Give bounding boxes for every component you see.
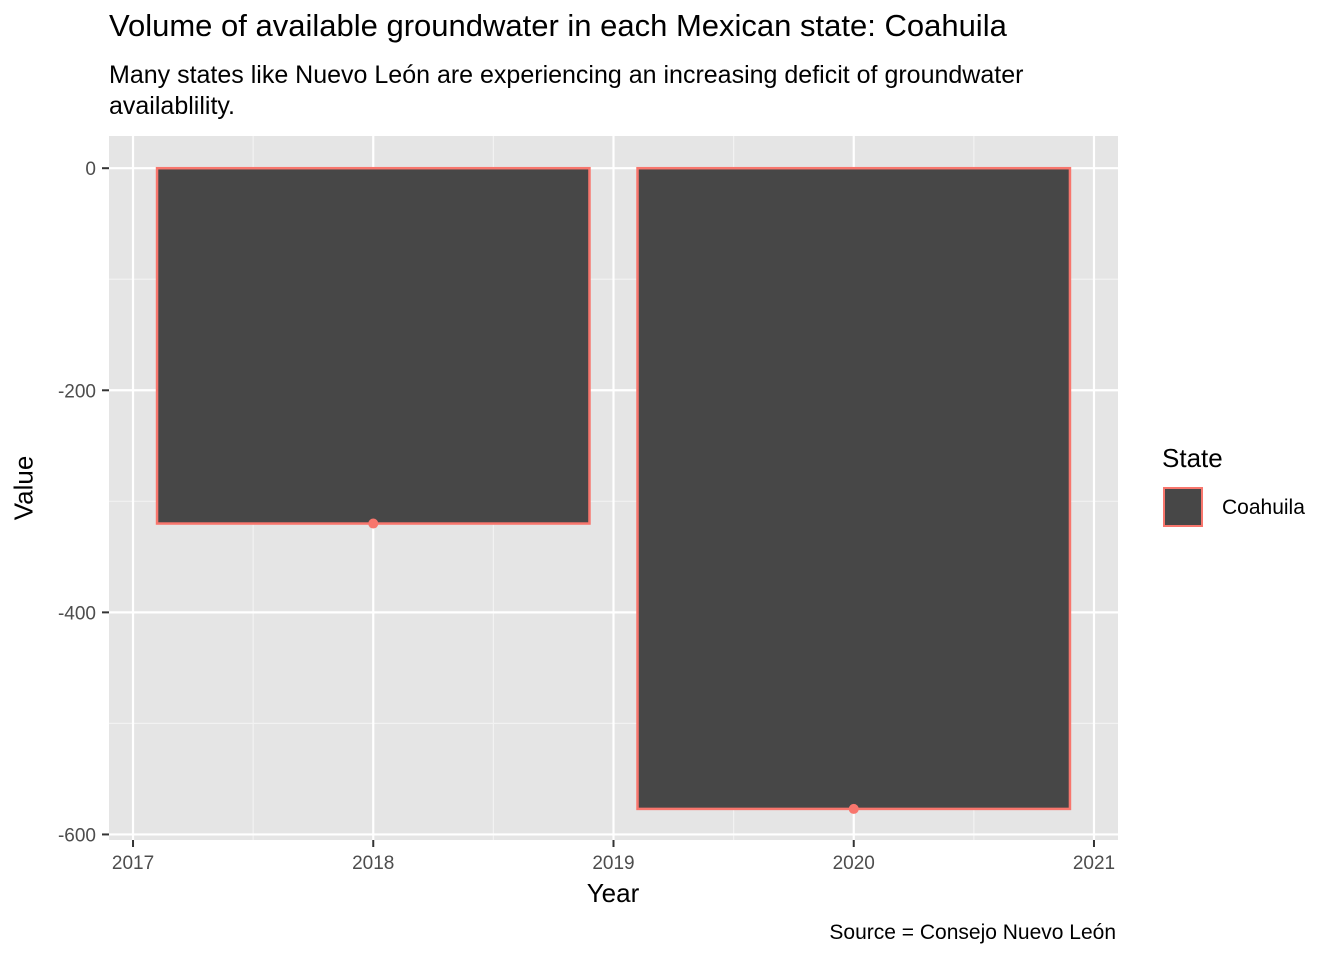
points-layer: [368, 518, 859, 814]
x-tick-label: 2019: [592, 853, 634, 874]
bar-2020: [636, 166, 1072, 811]
x-axis-label: Year: [586, 878, 640, 908]
legend-title: State: [1162, 443, 1223, 473]
y-tick-label: -600: [58, 825, 96, 846]
bars-layer: [155, 166, 1072, 811]
chart-caption: Source = Consejo Nuevo León: [829, 921, 1116, 944]
y-tick-label: -400: [58, 603, 96, 624]
axis-ticks: [102, 167, 1095, 847]
y-tick-label: -200: [58, 381, 96, 402]
chart-subtitle: Many states like Nuevo León are experien…: [109, 61, 1024, 120]
x-tick-label: 2017: [112, 853, 154, 874]
legend-key-swatch: [1163, 487, 1203, 527]
legend-item-label: Coahuila: [1222, 496, 1305, 519]
chart-title: Volume of available groundwater in each …: [109, 8, 1007, 43]
x-tick-label: 2018: [352, 853, 394, 874]
x-tick-label: 2021: [1073, 853, 1115, 874]
point-2020: [848, 803, 859, 814]
point-2018: [368, 518, 379, 529]
x-tick-label: 2020: [833, 853, 875, 874]
y-axis-label: Value: [8, 455, 39, 521]
axis-tick-labels: 2017 2018 2019 2020 2021 0 -200 -400 -600: [58, 159, 1115, 874]
y-tick-label: 0: [85, 159, 96, 180]
bar-2018: [155, 166, 591, 525]
